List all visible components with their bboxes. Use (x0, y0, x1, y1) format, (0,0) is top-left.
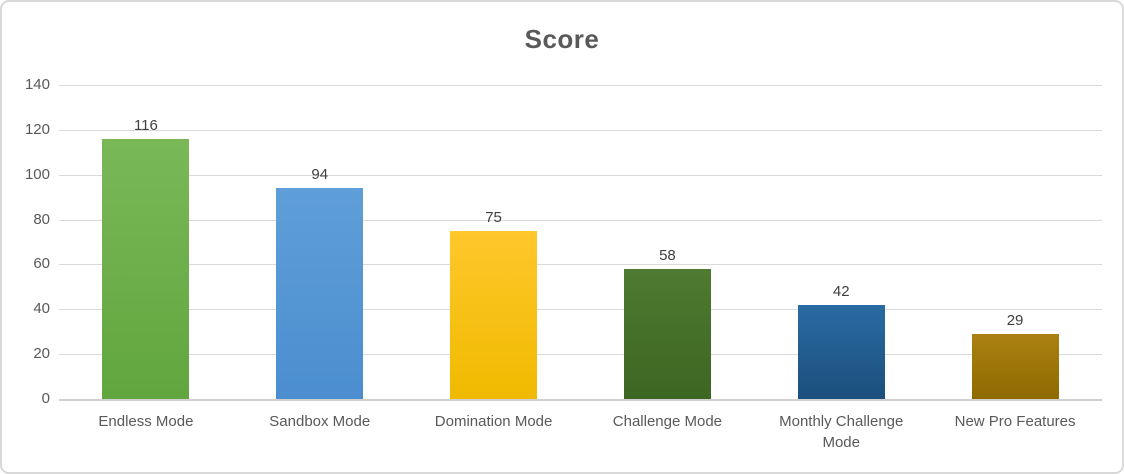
gridline (59, 129, 1102, 131)
y-tick-label: 80 (33, 210, 50, 228)
y-tick-label: 140 (24, 76, 50, 93)
x-tick-label: Sandbox Mode (269, 413, 371, 430)
y-tick-label: 40 (33, 300, 50, 318)
bar-blue (276, 188, 364, 399)
y-tick-label: 60 (33, 255, 50, 273)
x-tick-label: New Pro Features (954, 413, 1076, 430)
x-axis: Endless Mode Sandbox Mode Domination Mode C… (59, 411, 1102, 457)
gridline (59, 354, 1102, 356)
gridline (59, 85, 1102, 86)
bar-green (102, 138, 190, 399)
y-tick-label: 0 (41, 390, 50, 407)
bar-value-label: 75 (485, 208, 502, 226)
bar-value-label: 42 (832, 282, 850, 300)
gridline (59, 219, 1102, 221)
x-tick-label: Monthly Challenge Mode (779, 413, 904, 451)
plot-area: 116 94 75 58 42 29 (59, 85, 1102, 401)
y-tick-label: 100 (24, 165, 50, 183)
x-axis-line (59, 399, 1102, 401)
x-tick-label: Domination Mode (434, 413, 553, 430)
y-tick-label: 20 (33, 345, 50, 363)
bar-slot: 94 (233, 85, 407, 399)
bar-slot: 116 (59, 85, 233, 399)
x-tick-label: Challenge Mode (612, 413, 723, 430)
gridline (59, 174, 1102, 176)
y-axis: 0 20 40 60 80 100 120 140 (8, 76, 50, 407)
bar-yellow (450, 230, 538, 399)
bar-slot: 42 (754, 85, 928, 399)
chart-title: Score (524, 24, 600, 54)
bar-dark-blue (797, 304, 885, 399)
gridline (59, 309, 1102, 311)
bar-dark-gold (971, 333, 1059, 399)
y-tick-label: 120 (24, 120, 50, 138)
bar-value-label: 94 (311, 166, 329, 184)
bar-value-label: 116 (133, 116, 158, 134)
bar-value-label: 29 (1006, 311, 1024, 329)
bar-value-label: 58 (659, 246, 676, 264)
bar-slot: 75 (407, 85, 581, 399)
bar-dark-green (623, 268, 711, 399)
gridline (59, 264, 1102, 266)
bar-slot: 29 (928, 85, 1102, 399)
x-tick-label: Endless Mode (98, 413, 194, 430)
bar-slot: 58 (581, 85, 755, 399)
bars-layer: 116 94 75 58 42 29 (59, 85, 1102, 399)
